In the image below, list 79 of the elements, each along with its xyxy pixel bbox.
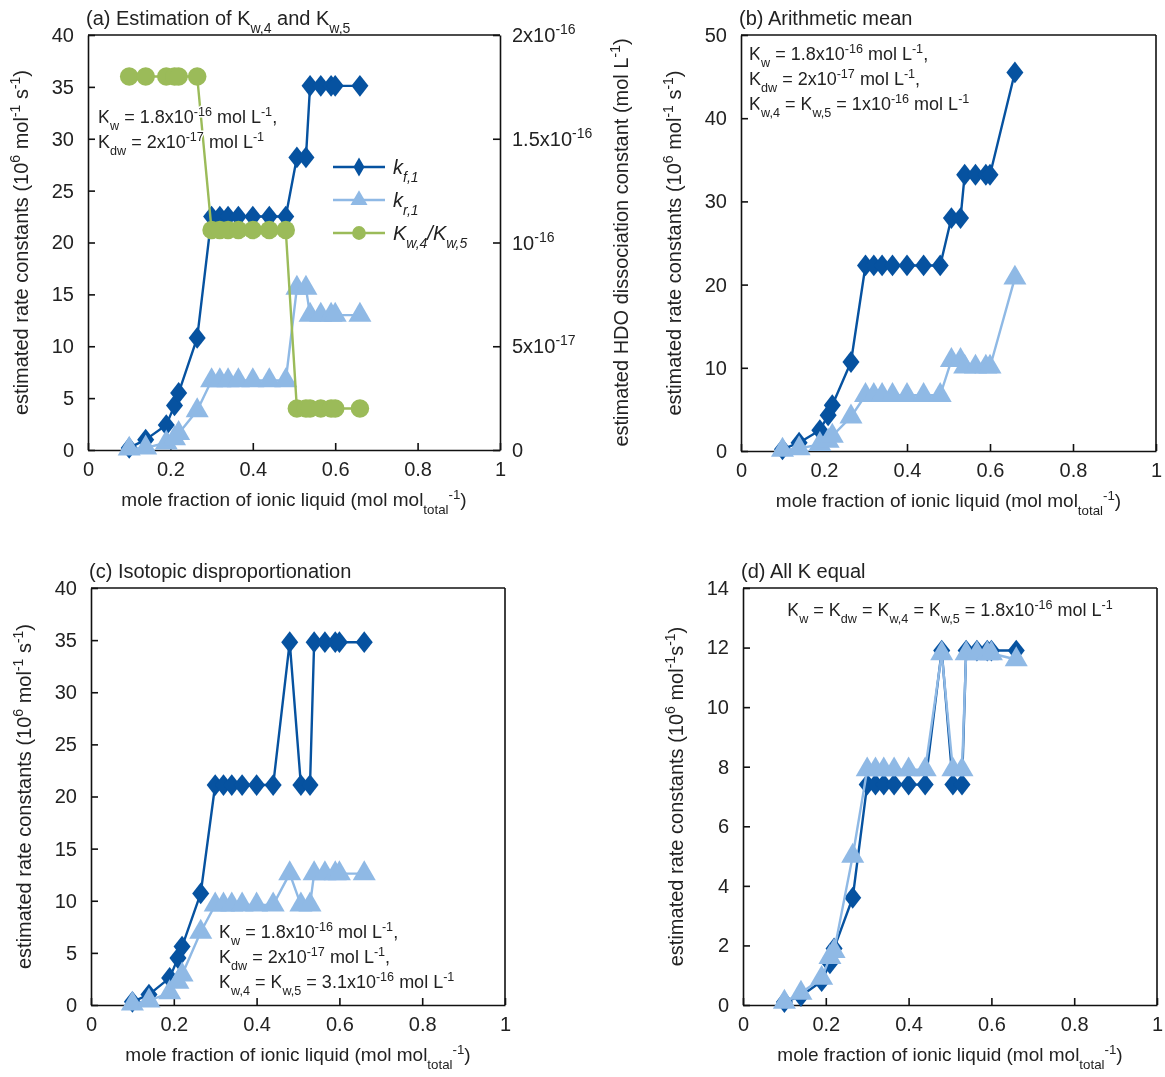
- chart-title: (b) Arithmetic mean: [739, 7, 913, 29]
- chart-title: (c) Isotopic disproportionation: [89, 560, 352, 582]
- y-tick-label: 20: [51, 231, 74, 254]
- x-axis-title: mole fraction of ionic liquid (mol mol$_{total}$$^{-1}$): [125, 1041, 471, 1072]
- legend-label: k$_{r,1}$: [393, 189, 419, 218]
- legend-label: K$_{w,4}$/K$_{w,5}$: [393, 222, 468, 251]
- y-tick-label: 30: [54, 681, 77, 704]
- x-tick-label: 0: [82, 458, 95, 481]
- y-tick-label: 0: [62, 438, 74, 461]
- y-tick-label: 12: [706, 636, 729, 659]
- y2-tick-label: 10$^{-16}$: [512, 228, 555, 254]
- y-tick-label: 40: [51, 23, 74, 46]
- x-tick-label: 0.2: [156, 458, 185, 481]
- x-axis-title: mole fraction of ionic liquid (mol mol$_{total}$$^{-1}$): [775, 487, 1122, 518]
- y-tick-label: 35: [54, 629, 77, 652]
- y-tick-label: 10: [51, 335, 74, 358]
- x-tick-label: 0.6: [977, 1013, 1006, 1036]
- legend-label: k$_{f,1}$: [393, 156, 419, 185]
- y-tick-label: 40: [54, 576, 77, 599]
- x-tick-label: 0.4: [243, 1013, 272, 1036]
- y-tick-label: 10: [704, 356, 727, 379]
- y-tick-label: 20: [704, 273, 727, 296]
- y-tick-label: 10: [706, 696, 729, 719]
- y-tick-label: 2: [717, 934, 729, 957]
- y-tick-label: 0: [715, 439, 727, 462]
- y-tick-label: 25: [54, 733, 77, 756]
- x-tick-label: 1: [1150, 459, 1163, 482]
- chart-title: (a) Estimation of K$_{w,4}$ and K$_{w,5}$: [86, 7, 351, 36]
- annotation: K$_{dw}$ = 2x10$^{-17}$ mol L$^{-1}$,: [219, 945, 391, 973]
- annotation: K$_{w,4}$ = K$_{w,5}$ = 1x10$^{-16}$ mol L$^{-1}$: [749, 92, 970, 120]
- y2-tick-label: 0: [512, 439, 524, 461]
- y-tick-label: 8: [717, 755, 729, 778]
- y2-tick-label: 1.5x10$^{-16}$: [512, 124, 593, 150]
- x-tick-label: 0.4: [239, 458, 268, 481]
- y2-tick-label: 2x10$^{-16}$: [512, 21, 576, 46]
- x-tick-label: 0: [735, 459, 748, 482]
- x-tick-label: 0.8: [408, 1013, 437, 1036]
- y-tick-label: 20: [54, 785, 77, 808]
- x-tick-label: 0.8: [1060, 1013, 1089, 1036]
- x-tick-label: 0.4: [895, 1013, 924, 1036]
- x-tick-label: 0.6: [321, 458, 350, 481]
- x-tick-label: 0.2: [812, 1013, 841, 1036]
- x-axis-title: mole fraction of ionic liquid (mol mol$_{total}$$^{-1}$): [121, 486, 467, 517]
- x-tick-label: 1: [1151, 1013, 1164, 1036]
- y-tick-label: 4: [717, 874, 729, 897]
- y-tick-label: 50: [704, 23, 727, 46]
- x-axis-title: mole fraction of ionic liquid (mol mol$_{total}$$^{-1}$): [777, 1041, 1123, 1072]
- y-tick-label: 6: [717, 815, 729, 838]
- x-tick-label: 0: [737, 1013, 750, 1036]
- y-tick-label: 5: [65, 941, 77, 964]
- y-tick-label: 40: [704, 107, 727, 130]
- x-tick-label: 0.4: [893, 459, 922, 482]
- y-tick-label: 0: [717, 993, 729, 1016]
- text: K$_{w}$ = K$_{dw}$ = K$_{w,4}$ = K$_{w,5}$ = 1.8x10$^{-16}$ mol L$^{-1}$: [787, 598, 1113, 626]
- x-tick-label: 0: [85, 1013, 98, 1036]
- x-tick-label: 1: [494, 458, 507, 481]
- y-tick-label: 35: [51, 75, 74, 98]
- x-tick-label: 1: [499, 1013, 512, 1036]
- y-tick-label: 30: [704, 190, 727, 213]
- y-tick-label: 0: [65, 993, 77, 1016]
- y-tick-label: 5: [62, 387, 74, 410]
- y-tick-label: 15: [54, 837, 77, 860]
- y-tick-label: 30: [51, 127, 74, 150]
- y2-tick-label: 5x10$^{-17}$: [512, 332, 576, 358]
- y-tick-label: 25: [51, 179, 74, 202]
- x-tick-label: 0.2: [160, 1013, 189, 1036]
- y-tick-label: 14: [706, 576, 729, 599]
- annotation: K$_{dw}$ = 2x10$^{-17}$ mol L$^{-1}$,: [749, 67, 921, 95]
- y-tick-label: 10: [54, 889, 77, 912]
- annotation: K$_{w}$ = 1.8x10$^{-16}$ mol L$^{-1}$,: [749, 42, 929, 70]
- x-tick-label: 0.2: [810, 459, 839, 482]
- x-tick-label: 0.6: [325, 1013, 354, 1036]
- x-tick-label: 0.6: [976, 459, 1005, 482]
- chart-title: (d) All K equal: [741, 560, 866, 582]
- y-tick-label: 15: [51, 283, 74, 306]
- x-tick-label: 0.8: [404, 458, 433, 481]
- annotation: K$_{w,4}$ = K$_{w,5}$ = 3.1x10$^{-16}$ mol L$^{-1}$: [219, 970, 455, 998]
- x-tick-label: 0.8: [1059, 459, 1088, 482]
- annotation: K$_{w}$ = 1.8x10$^{-16}$ mol L$^{-1}$,: [219, 920, 399, 948]
